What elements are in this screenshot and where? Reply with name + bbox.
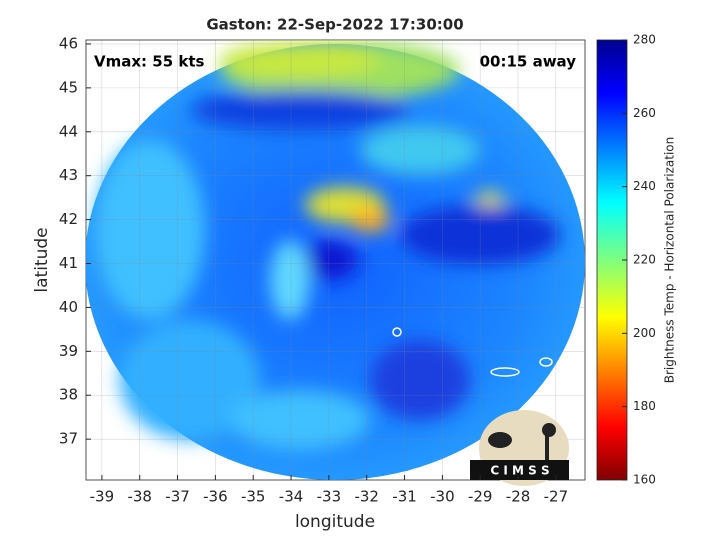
title: Gaston: 22-Sep-2022 17:30:00 xyxy=(206,16,463,34)
logo-text: C I M S S xyxy=(490,464,549,478)
x-tick-label: -35 xyxy=(241,488,266,506)
x-tick-label: -29 xyxy=(468,488,493,506)
y-tick-label: 45 xyxy=(59,78,78,96)
y-axis-label: latitude xyxy=(32,227,52,292)
colorbar-tick-label: 240 xyxy=(633,179,656,193)
y-tick-label: 43 xyxy=(59,166,78,184)
x-tick-label: -38 xyxy=(127,488,152,506)
colorbar-tick-label: 260 xyxy=(633,106,656,120)
colorbar-tick-label: 200 xyxy=(633,326,656,340)
colorbar-tick-label: 160 xyxy=(633,473,656,487)
x-tick-label: -28 xyxy=(506,488,531,506)
y-tick-label: 42 xyxy=(59,210,78,228)
annotation: Vmax: 55 kts xyxy=(94,53,204,71)
y-tick-label: 37 xyxy=(59,430,78,448)
y-tick-label: 38 xyxy=(59,386,78,404)
satellite-swath xyxy=(86,40,585,480)
x-tick-label: -34 xyxy=(279,488,304,506)
x-tick-label: -33 xyxy=(317,488,342,506)
x-tick-label: -30 xyxy=(430,488,455,506)
x-tick-label: -39 xyxy=(90,488,115,506)
colorbar-tick-label: 280 xyxy=(633,33,656,47)
colorbar-tick-label: 180 xyxy=(633,399,656,413)
y-tick-label: 46 xyxy=(59,34,78,52)
y-tick-label: 44 xyxy=(59,122,78,140)
cimss-logo: C I M S S xyxy=(470,410,569,486)
y-tick-label: 41 xyxy=(59,254,78,272)
x-tick-label: -27 xyxy=(544,488,569,506)
x-tick-label: -32 xyxy=(354,488,379,506)
y-tick-label: 39 xyxy=(59,342,78,360)
x-tick-label: -37 xyxy=(165,488,190,506)
x-tick-label: -36 xyxy=(203,488,228,506)
colorbar-tick-label: 220 xyxy=(633,253,656,267)
x-axis-label: longitude xyxy=(295,512,375,532)
annotation: 00:15 away xyxy=(480,53,577,71)
y-tick-label: 40 xyxy=(59,298,78,316)
x-tick-label: -31 xyxy=(392,488,417,506)
colorbar-label: Brightness Temp - Horizontal Polarizatio… xyxy=(663,137,677,384)
